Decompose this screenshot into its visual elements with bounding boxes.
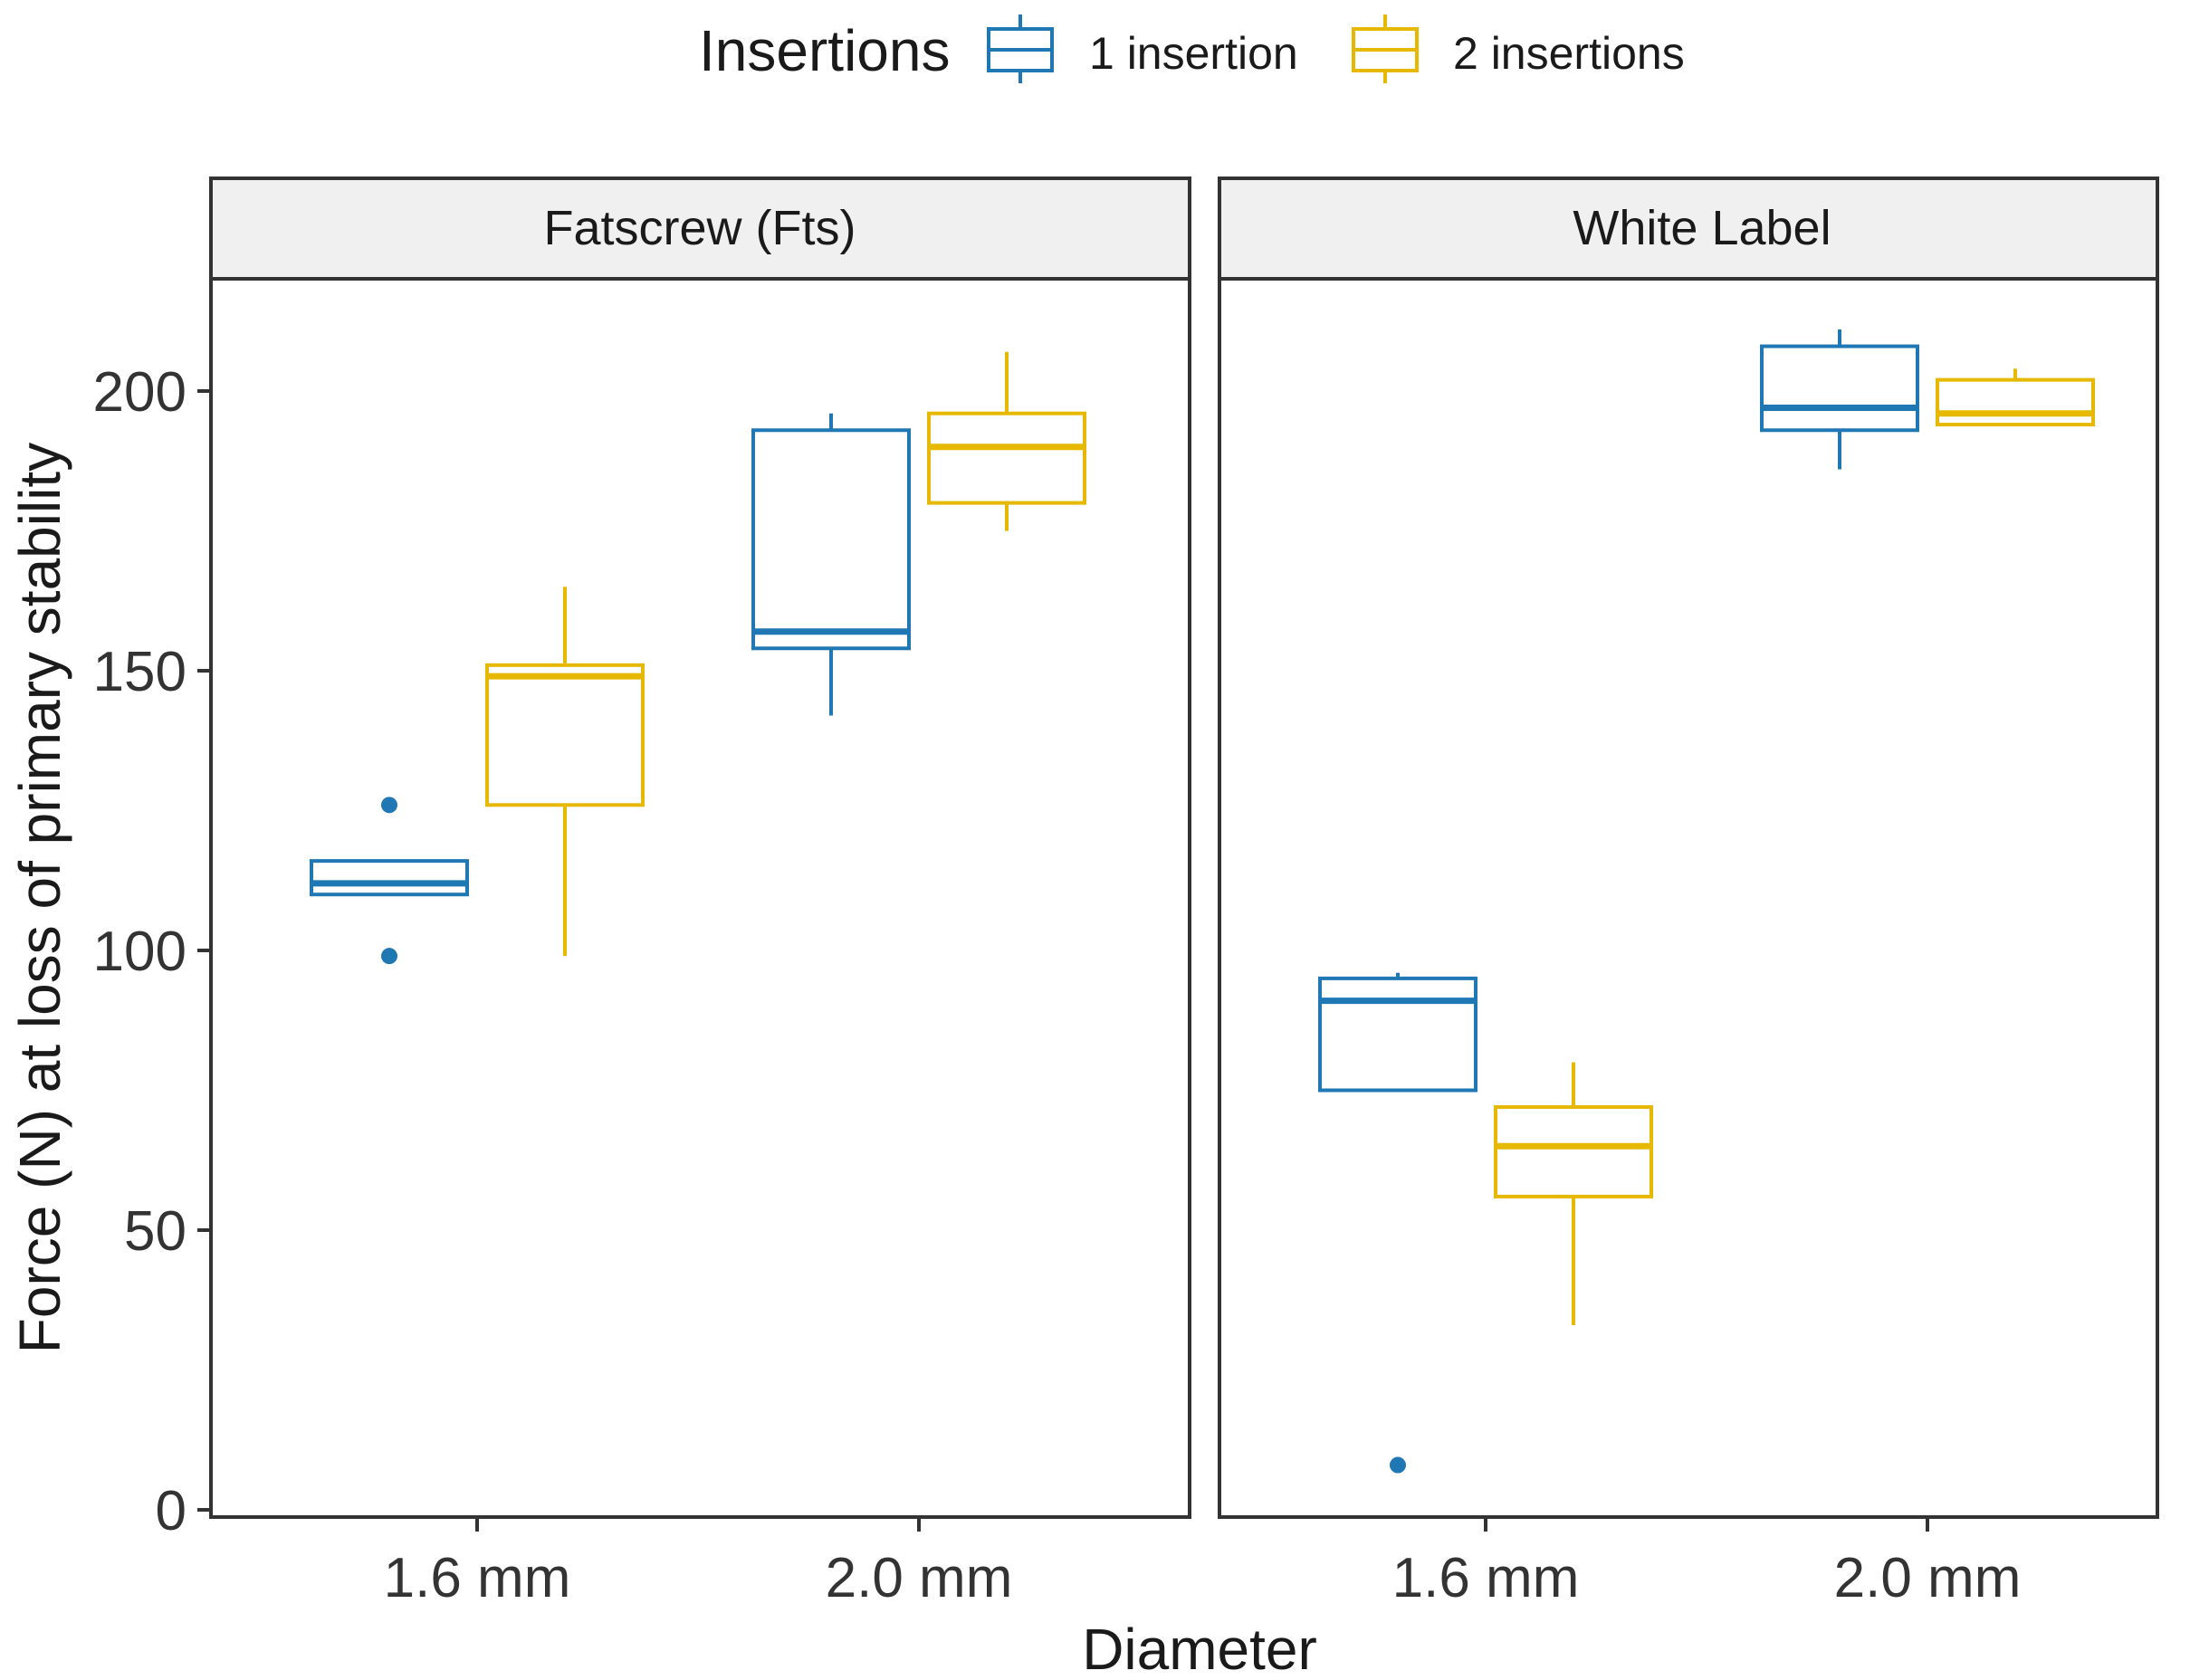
facet-fatscrew: Fatscrew (Fts) xyxy=(209,177,1191,1519)
y-axis-title: Force (N) at loss of primary stability xyxy=(7,443,72,1353)
box-fatscrew-fts-1-6-mm-1-insertion xyxy=(310,797,469,965)
iqr-box-white-label-1-6-mm-1-insertion xyxy=(1318,976,1477,1093)
iqr-box-white-label-2-0-mm-2-insertions xyxy=(1936,377,2095,427)
outlier-fatscrew-fts-1-6-mm-1-insertion-1 xyxy=(381,797,397,814)
y-axis: 0 50 100 150 200 xyxy=(93,361,211,1542)
box-white-label-1-6-mm-1-insertion xyxy=(1318,972,1477,1474)
panel-fatscrew-marks xyxy=(310,351,1086,965)
legend-title: Insertions xyxy=(699,18,950,83)
iqr-box-fatscrew-fts-2-0-mm-2-insertions xyxy=(927,411,1086,505)
box-fatscrew-fts-2-0-mm-2-insertions xyxy=(927,351,1086,531)
x-axis: 1.6 mm 2.0 mm 1.6 mm 2.0 mm xyxy=(384,1517,2022,1609)
legend-label-1-insertion: 1 insertion xyxy=(1089,28,1298,79)
iqr-box-white-label-1-6-mm-2-insertions xyxy=(1494,1105,1653,1198)
facet-white-label: White Label xyxy=(1218,177,2159,1519)
legend-key-1-insertion xyxy=(987,14,1054,83)
y-tick-label-200: 200 xyxy=(93,361,186,424)
legend-key-2-insertions xyxy=(1352,14,1419,83)
x-tick-label-1-1-6-mm: 1.6 mm xyxy=(1392,1547,1580,1609)
x-tick-label-0-2-0-mm: 2.0 mm xyxy=(826,1547,1013,1609)
box-fatscrew-fts-2-0-mm-1-insertion xyxy=(751,413,911,716)
iqr-box-white-label-2-0-mm-1-insertion xyxy=(1760,344,1919,433)
box-white-label-2-0-mm-2-insertions xyxy=(1936,368,2095,427)
legend: Insertions 1 insertion 2 insertions xyxy=(699,14,1685,83)
iqr-box-fatscrew-fts-1-6-mm-1-insertion xyxy=(310,859,469,897)
y-tick-label-100: 100 xyxy=(93,921,186,983)
box-fatscrew-fts-1-6-mm-2-insertions xyxy=(485,587,645,957)
legend-label-2-insertions: 2 insertions xyxy=(1453,28,1685,79)
y-tick-label-150: 150 xyxy=(93,641,186,703)
box-white-label-1-6-mm-2-insertions xyxy=(1494,1062,1653,1326)
y-tick-label-50: 50 xyxy=(124,1200,186,1263)
strip-label-white-label: White Label xyxy=(1573,201,1831,255)
x-tick-label-0-1-6-mm: 1.6 mm xyxy=(384,1547,571,1609)
iqr-box-fatscrew-fts-1-6-mm-2-insertions xyxy=(485,663,645,807)
panel-white-label xyxy=(1218,277,2159,1519)
outlier-white-label-1-6-mm-1-insertion-0 xyxy=(1390,1456,1406,1474)
box-white-label-2-0-mm-1-insertion xyxy=(1760,329,1919,470)
strip-label-fatscrew: Fatscrew (Fts) xyxy=(544,201,856,255)
y-tick-label-0: 0 xyxy=(156,1480,186,1542)
outlier-fatscrew-fts-1-6-mm-1-insertion-0 xyxy=(381,948,397,965)
panel-white-label-marks xyxy=(1318,329,2095,1474)
x-axis-title: Diameter xyxy=(1082,1617,1317,1680)
strip-fatscrew xyxy=(209,177,1191,281)
iqr-box-fatscrew-fts-2-0-mm-1-insertion xyxy=(751,428,911,651)
x-tick-label-1-2-0-mm: 2.0 mm xyxy=(1834,1547,2022,1609)
